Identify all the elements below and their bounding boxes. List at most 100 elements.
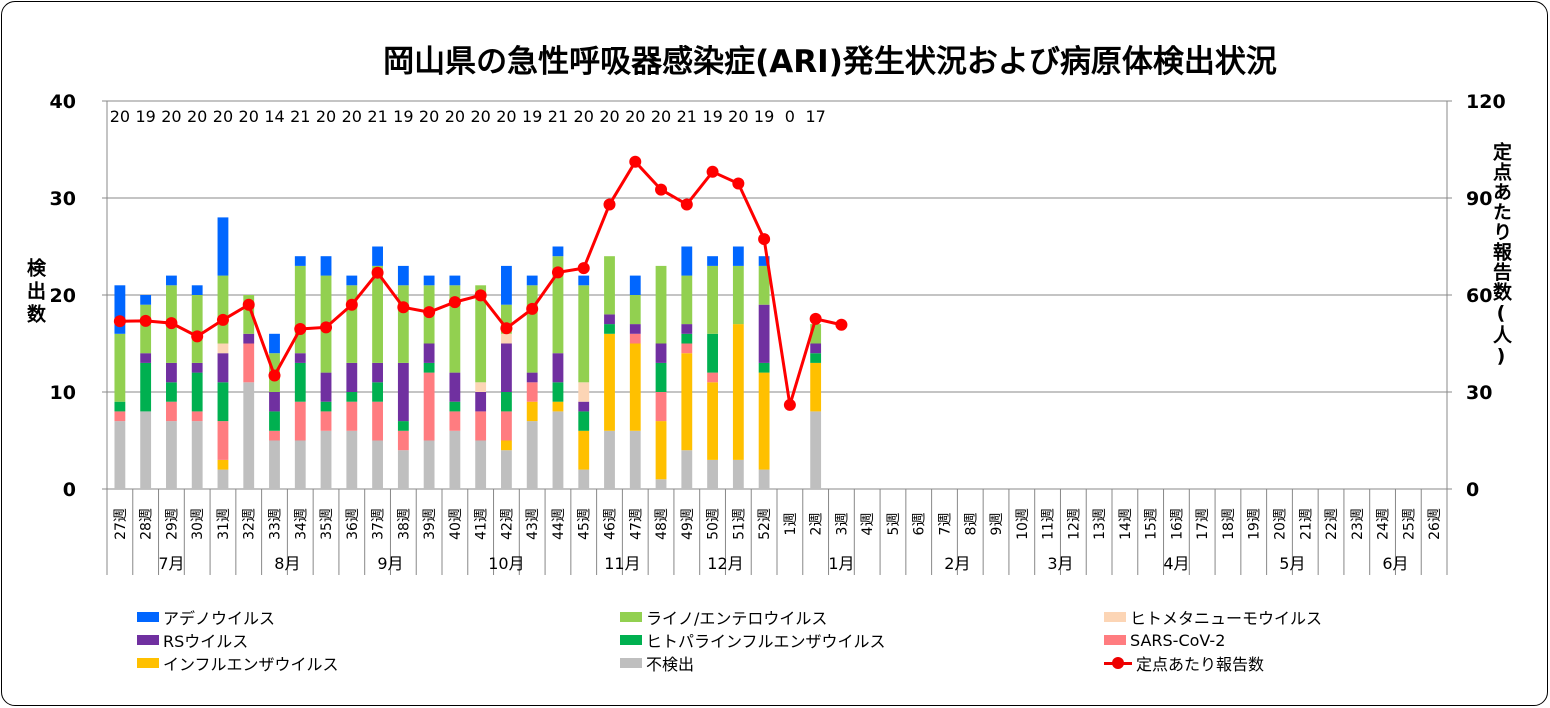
bar-segment bbox=[501, 265, 512, 305]
bar-segment bbox=[655, 343, 667, 363]
legend-line-swatch bbox=[1104, 652, 1132, 674]
legend-label: ライノ/エンテロウイルス bbox=[646, 609, 828, 628]
bar-segment bbox=[294, 265, 306, 354]
report-rate-point bbox=[294, 322, 307, 335]
week-label: 14週 bbox=[1118, 508, 1134, 540]
y-tick-label: 10 bbox=[50, 382, 76, 404]
week-label: 8週 bbox=[963, 513, 979, 536]
week-label: 21週 bbox=[1298, 508, 1314, 540]
bar-segment bbox=[346, 392, 358, 402]
bar-segment bbox=[243, 295, 255, 334]
bar-segment bbox=[397, 285, 409, 363]
bar-segment bbox=[475, 440, 487, 489]
bar-segment bbox=[732, 246, 744, 266]
bar-segment bbox=[449, 275, 461, 286]
tested-count-label: 20 bbox=[110, 107, 130, 126]
bar-segment bbox=[449, 285, 461, 373]
legend-item-hmpv: ヒトメタニューモウイルス bbox=[1104, 606, 1322, 628]
y2-tick-label: 0 bbox=[1466, 479, 1479, 501]
report-rate-point bbox=[732, 177, 745, 190]
bar-segment bbox=[681, 324, 693, 334]
week-label: 39週 bbox=[422, 508, 438, 540]
y-tick-label: 40 bbox=[50, 91, 76, 113]
bar-segment bbox=[681, 246, 693, 276]
bar-segment bbox=[397, 450, 409, 489]
y-axis-label: 検出数 bbox=[24, 258, 46, 327]
tested-count-label: 19 bbox=[754, 107, 774, 126]
bar-segment bbox=[604, 256, 615, 315]
week-label: 19週 bbox=[1247, 508, 1263, 540]
report-rate-point bbox=[371, 266, 384, 279]
bar-segment bbox=[655, 421, 667, 480]
bar-segment bbox=[140, 304, 152, 354]
week-label: 43週 bbox=[525, 508, 541, 540]
bar-segment bbox=[372, 246, 383, 266]
chart-title: 岡山県の急性呼吸器感染症(ARI)発生状況および病原体検出状況 bbox=[383, 44, 1277, 80]
week-label: 10週 bbox=[1015, 508, 1031, 540]
bar-segment bbox=[552, 411, 564, 489]
report-rate-point bbox=[680, 198, 693, 211]
bar-segment bbox=[655, 265, 667, 344]
report-rate-point bbox=[191, 330, 204, 343]
report-rate-point bbox=[629, 155, 642, 168]
bar-segment bbox=[707, 333, 718, 373]
bar-segment bbox=[166, 362, 177, 383]
tested-count-label: 0 bbox=[785, 107, 795, 126]
bar-segment bbox=[140, 353, 152, 363]
tested-count-label: 19 bbox=[393, 107, 413, 126]
bar-segment bbox=[758, 256, 770, 266]
bar-segment bbox=[681, 450, 693, 489]
bar-segment bbox=[810, 362, 822, 412]
bar-segment bbox=[526, 275, 538, 286]
bar-segment bbox=[449, 401, 461, 412]
week-label: 22週 bbox=[1324, 508, 1340, 540]
bar-segment bbox=[501, 450, 512, 489]
tested-count-label: 20 bbox=[625, 107, 645, 126]
bar-segment bbox=[372, 362, 383, 383]
bar-segment bbox=[475, 285, 487, 383]
bar-segment bbox=[604, 314, 615, 325]
week-label: 37週 bbox=[371, 508, 387, 540]
report-rate-point bbox=[603, 198, 616, 211]
week-label: 3週 bbox=[834, 513, 850, 536]
bar-segment bbox=[707, 459, 718, 489]
bar-segment bbox=[140, 411, 152, 489]
bar-segment bbox=[269, 411, 280, 431]
bar-segment bbox=[655, 479, 667, 489]
bar-segment bbox=[191, 362, 203, 373]
bar-segment bbox=[140, 295, 152, 305]
report-rate-point bbox=[551, 266, 564, 279]
week-label: 17週 bbox=[1195, 508, 1211, 540]
bar-segment bbox=[810, 343, 822, 354]
bar-segment bbox=[294, 362, 306, 402]
bar-segment bbox=[320, 430, 332, 489]
y2-tick-label: 120 bbox=[1466, 91, 1506, 113]
bar-segment bbox=[269, 392, 280, 412]
bar-segment bbox=[320, 372, 332, 402]
bar-segment bbox=[655, 392, 667, 422]
bar-segment bbox=[604, 324, 615, 334]
report-rate-point bbox=[809, 312, 822, 325]
week-label: 20週 bbox=[1273, 508, 1289, 540]
bar-segment bbox=[191, 411, 203, 422]
tested-count-label: 20 bbox=[213, 107, 233, 126]
bar-segment bbox=[397, 265, 409, 286]
bar-segment bbox=[681, 343, 693, 354]
bar-segment bbox=[604, 430, 615, 489]
bar-segment bbox=[629, 324, 641, 334]
report-rate-point bbox=[500, 322, 513, 335]
bar-segment bbox=[732, 324, 744, 460]
bar-segment bbox=[501, 333, 512, 344]
bar-segment bbox=[294, 256, 306, 266]
y-tick-label: 30 bbox=[50, 188, 76, 210]
bar-segment bbox=[269, 430, 280, 441]
bar-segment bbox=[501, 304, 512, 334]
bar-segment bbox=[346, 285, 358, 363]
bar-segment bbox=[758, 362, 770, 373]
bar-segment bbox=[758, 304, 770, 363]
week-label: 45週 bbox=[577, 508, 593, 540]
bar-segment bbox=[114, 401, 126, 412]
legend-item-hpiv: ヒトパラインフルエンザウイルス bbox=[620, 629, 886, 651]
bar-segment bbox=[707, 382, 718, 460]
